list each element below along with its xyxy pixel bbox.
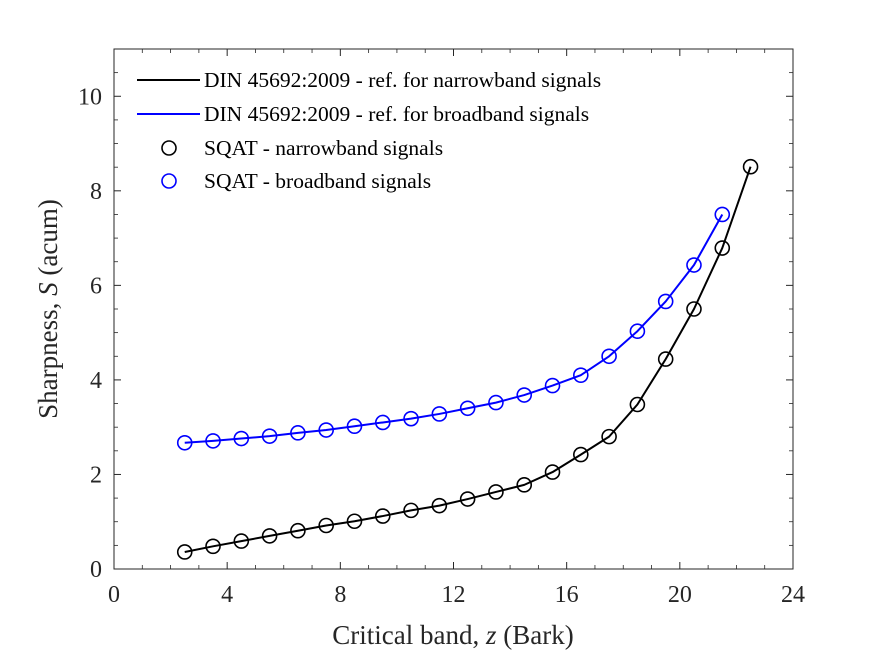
x-tick-label: 20 bbox=[668, 582, 692, 608]
data-point-2 bbox=[544, 464, 561, 480]
y-tick-label: 8 bbox=[90, 179, 102, 205]
data-point-3 bbox=[176, 434, 193, 451]
series-line-0 bbox=[184, 166, 752, 553]
data-point-2 bbox=[714, 240, 731, 256]
data-point-2 bbox=[403, 502, 419, 519]
y-axis-label-text: Sharpness, bbox=[33, 296, 63, 419]
y-axis-label: Sharpness, S (acum) bbox=[33, 199, 63, 419]
data-point-3 bbox=[431, 406, 448, 422]
x-axis-label-symbol: z bbox=[485, 620, 497, 650]
legend-item-sqat-broadband: SQAT - broadband signals bbox=[161, 169, 431, 193]
data-point-3 bbox=[516, 387, 533, 403]
data-point-3 bbox=[459, 400, 476, 417]
legend-label-broadband-ref: DIN 45692:2009 - ref. for broadband sign… bbox=[204, 102, 589, 126]
data-point-2 bbox=[657, 351, 674, 367]
data-point-3 bbox=[601, 348, 617, 365]
legend-marker-blue bbox=[161, 173, 177, 189]
x-axis-label-text: Critical band, bbox=[332, 620, 486, 650]
data-point-2 bbox=[346, 513, 363, 530]
data-point-2 bbox=[233, 533, 250, 549]
y-tick-label: 0 bbox=[90, 557, 102, 583]
data-point-3 bbox=[544, 377, 561, 394]
plot-area bbox=[114, 49, 793, 569]
data-point-2 bbox=[742, 158, 759, 175]
data-point-3 bbox=[403, 410, 419, 427]
data-point-3 bbox=[346, 418, 363, 435]
data-point-2 bbox=[374, 508, 391, 524]
legend-label-narrowband-ref: DIN 45692:2009 - ref. for narrowband sig… bbox=[204, 68, 601, 92]
legend-label-sqat-narrowband: SQAT - narrowband signals bbox=[204, 136, 443, 160]
data-point-3 bbox=[714, 206, 731, 223]
y-tick-label: 4 bbox=[90, 368, 102, 394]
data-point-2 bbox=[431, 497, 448, 514]
legend-item-broadband-ref: DIN 45692:2009 - ref. for broadband sign… bbox=[137, 102, 589, 126]
x-tick-label: 0 bbox=[108, 582, 120, 608]
x-tick-label: 12 bbox=[442, 582, 466, 608]
plot-frame bbox=[113, 48, 794, 570]
data-point-3 bbox=[686, 257, 702, 273]
data-point-2 bbox=[686, 301, 702, 317]
legend: DIN 45692:2009 - ref. for narrowband sig… bbox=[137, 68, 601, 193]
x-tick-label: 16 bbox=[555, 582, 579, 608]
x-tick-label: 4 bbox=[221, 582, 233, 608]
data-point-2 bbox=[516, 477, 533, 493]
data-point-2 bbox=[205, 538, 221, 555]
y-axis-label-unit: (acum) bbox=[33, 199, 63, 282]
data-point-3 bbox=[205, 433, 221, 449]
data-point-2 bbox=[488, 484, 504, 500]
data-point-2 bbox=[601, 428, 617, 445]
y-axis-label-symbol: S bbox=[33, 282, 63, 296]
series-layer bbox=[176, 158, 759, 560]
data-point-3 bbox=[318, 422, 334, 438]
legend-item-sqat-narrowband: SQAT - narrowband signals bbox=[161, 136, 443, 160]
data-point-2 bbox=[459, 491, 476, 507]
legend-item-narrowband-ref: DIN 45692:2009 - ref. for narrowband sig… bbox=[137, 68, 601, 92]
data-point-3 bbox=[290, 425, 306, 441]
x-axis-label-unit: (Bark) bbox=[497, 620, 574, 650]
x-tick-label: 8 bbox=[334, 582, 346, 608]
legend-marker-black bbox=[161, 140, 177, 156]
data-point-2 bbox=[318, 517, 334, 534]
data-point-3 bbox=[629, 323, 646, 340]
data-point-2 bbox=[573, 446, 589, 463]
y-tick-label: 2 bbox=[90, 462, 102, 488]
data-point-3 bbox=[374, 414, 391, 431]
y-tick-label: 10 bbox=[78, 84, 102, 110]
data-point-2 bbox=[629, 396, 646, 413]
data-point-2 bbox=[176, 544, 193, 560]
data-point-3 bbox=[261, 428, 278, 444]
y-tick-label: 6 bbox=[90, 273, 102, 299]
data-point-3 bbox=[488, 394, 504, 411]
data-point-2 bbox=[290, 522, 306, 539]
data-point-2 bbox=[261, 528, 278, 544]
legend-label-sqat-broadband: SQAT - broadband signals bbox=[204, 169, 431, 193]
data-point-3 bbox=[573, 367, 589, 383]
data-point-3 bbox=[657, 293, 674, 310]
data-point-3 bbox=[233, 430, 250, 447]
x-axis-label: Critical band, z (Bark) bbox=[332, 620, 573, 650]
x-tick-label: 24 bbox=[781, 582, 805, 608]
